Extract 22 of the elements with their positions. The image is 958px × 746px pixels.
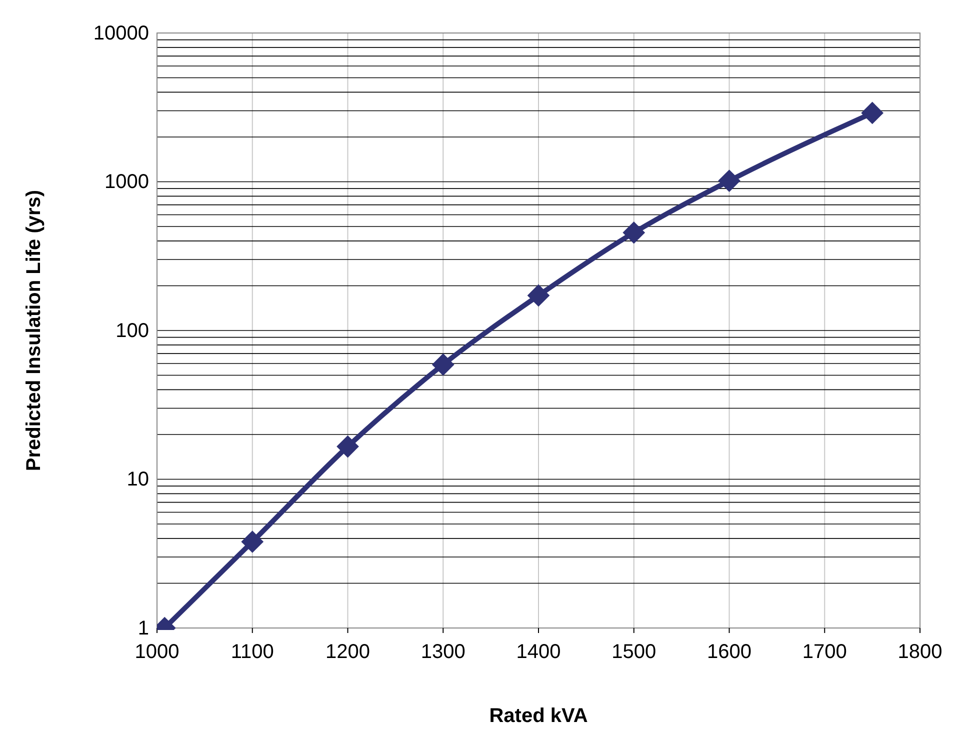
point	[241, 530, 264, 553]
point	[718, 170, 740, 192]
y-tick-label: 10	[126, 468, 149, 491]
y-tick-label: 10000	[93, 22, 149, 44]
x-tick-label: 1200	[326, 641, 370, 663]
y-tick-label: 1000	[104, 171, 149, 194]
x-tick-label: 1400	[516, 641, 561, 663]
x-tick-label: 1700	[802, 641, 847, 663]
x-tick-label: 1500	[612, 641, 656, 663]
point	[432, 353, 454, 376]
point	[336, 435, 359, 458]
y-tick-label: 100	[116, 320, 149, 342]
y-tick-label: 1	[138, 617, 149, 640]
x-tick-label: 1100	[230, 641, 274, 663]
point	[861, 102, 884, 124]
x-tick-label: 1800	[898, 641, 942, 663]
point	[622, 221, 646, 244]
x-tick-label: 1600	[707, 641, 752, 663]
x-axis-title: Rated kVA	[489, 705, 588, 727]
point	[527, 284, 550, 307]
x-tick-label: 1300	[420, 641, 466, 663]
y-axis-title: Predicted Insulation Life (yrs)	[23, 190, 45, 472]
